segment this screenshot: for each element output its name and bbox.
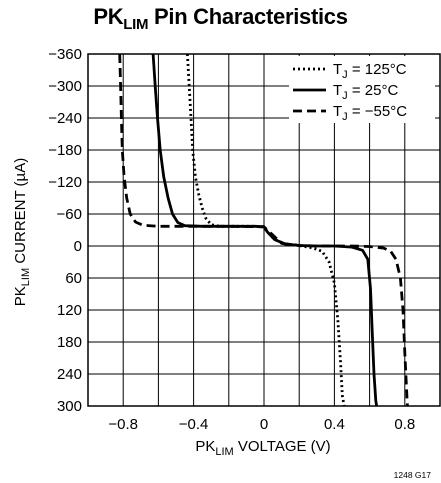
chart-title-rest: Pin Characteristics — [148, 4, 348, 29]
x-tick-label: −0.4 — [179, 416, 209, 433]
y-tick-label: −300 — [48, 78, 82, 95]
y-tick-label: −180 — [48, 142, 82, 159]
y-tick-label: 300 — [57, 398, 82, 415]
x-axis-label-pre: PK — [195, 438, 216, 455]
legend-label: TJ = 25°C — [333, 82, 398, 102]
y-tick-label: −120 — [48, 174, 82, 191]
y-tick-label: 0 — [74, 238, 82, 255]
y-tick-label: −240 — [48, 110, 82, 127]
legend-label: TJ = 125°C — [333, 61, 407, 81]
y-tick-label: 240 — [57, 366, 82, 383]
x-tick-label: 0 — [260, 416, 268, 433]
legend-label: TJ = −55°C — [333, 103, 407, 123]
x-axis-label-sub: LIM — [215, 446, 234, 458]
plot-frame — [87, 53, 441, 407]
y-tick-label: 60 — [65, 270, 82, 287]
x-axis-label-post: VOLTAGE (V) — [233, 438, 331, 455]
y-tick-label: 180 — [57, 334, 82, 351]
series-line-solid — [151, 54, 378, 406]
y-tick-label: 120 — [57, 302, 82, 319]
y-tick-label: −360 — [48, 46, 82, 63]
x-tick-label: 0.8 — [394, 416, 415, 433]
figure-code: 1248 G17 — [393, 470, 431, 480]
chart-title: PKLIM Pin Characteristics — [0, 4, 441, 33]
x-axis-label: PKLIM VOLTAGE (V) — [195, 438, 330, 458]
chart-title-main: PK — [93, 4, 124, 29]
x-tick-label: −0.8 — [108, 416, 138, 433]
x-tick-label: 0.4 — [324, 416, 345, 433]
series-line-dashed — [118, 54, 409, 406]
chart-title-sub: LIM — [123, 16, 149, 33]
y-tick-label: −60 — [57, 206, 82, 223]
